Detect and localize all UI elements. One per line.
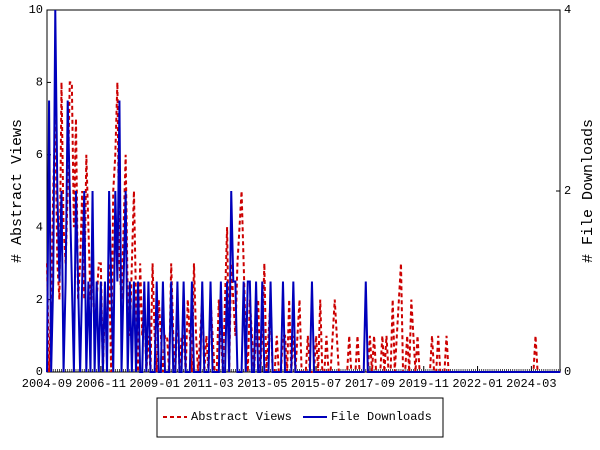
y2-tick-label: 0 [564,365,571,379]
y-tick-label: 10 [29,3,43,17]
x-tick-label: 2011-03 [183,377,233,391]
y-tick-label: 6 [36,148,43,162]
y-tick-label: 0 [36,365,43,379]
x-tick-label: 2004-09 [22,377,72,391]
series-line [46,9,561,373]
x-tick-label: 2024-03 [506,377,556,391]
y2-tick-label: 4 [564,3,571,17]
y-tick-label: 4 [36,220,43,234]
x-tick-label: 2006-11 [76,377,126,391]
y-tick-label: 8 [36,76,43,90]
y-axis-title: # Abstract Views [9,119,26,263]
legend-label: File Downloads [331,410,432,424]
x-tick-label: 2015-07 [291,377,341,391]
x-tick-label: 2013-05 [237,377,287,391]
x-tick-label: 2019-11 [399,377,449,391]
y-tick-label: 2 [36,293,43,307]
x-tick-label: 2017-09 [345,377,395,391]
x-tick-label: 2009-01 [129,377,179,391]
legend-box [156,397,444,438]
legend-label: Abstract Views [191,410,292,424]
x-tick-label: 2022-01 [452,377,502,391]
y2-axis-title: # File Downloads [580,119,597,263]
y2-tick-label: 2 [564,184,571,198]
